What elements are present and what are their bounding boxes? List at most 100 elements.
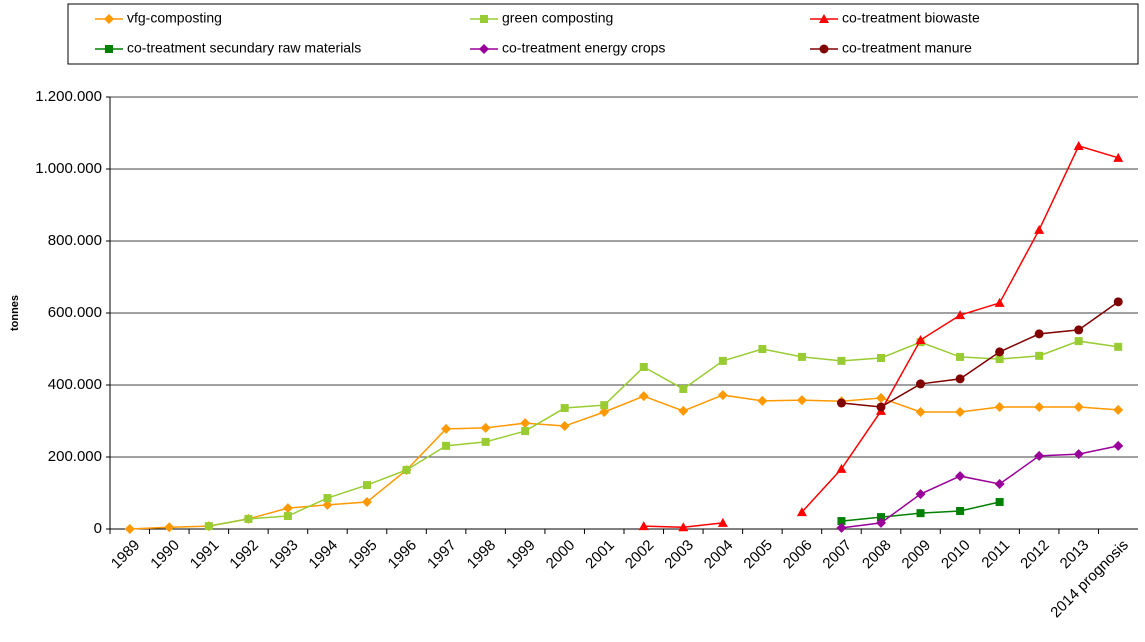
data-point xyxy=(916,509,925,518)
data-point xyxy=(1034,401,1045,412)
x-tick-label: 2004 xyxy=(701,537,737,573)
data-point xyxy=(1074,337,1083,346)
data-point xyxy=(1073,449,1084,460)
data-point xyxy=(638,391,649,402)
data-point xyxy=(994,479,1005,489)
legend-label: co-treatment secundary raw materials xyxy=(127,40,361,56)
data-point xyxy=(916,379,926,389)
data-point xyxy=(679,384,688,393)
data-point xyxy=(480,422,491,433)
x-tick-label: 1992 xyxy=(226,537,262,573)
x-tick-label: 1998 xyxy=(464,537,500,573)
data-point xyxy=(915,407,926,417)
legend-marker xyxy=(819,44,829,54)
x-tick-label: 1994 xyxy=(305,537,341,573)
series-line xyxy=(841,301,1119,408)
data-point xyxy=(1074,325,1084,335)
y-tick-label: 1.000.000 xyxy=(35,160,102,177)
data-point xyxy=(1073,401,1084,412)
data-point xyxy=(442,441,451,450)
y-tick-label: 1.200.000 xyxy=(35,88,102,105)
legend-box xyxy=(67,3,1139,65)
legend-label: vfg-composting xyxy=(127,10,222,26)
x-tick-label: 1996 xyxy=(385,537,421,573)
x-tick-label: 2012 xyxy=(1017,537,1053,573)
legend-marker xyxy=(104,14,114,24)
x-tick-label: 1989 xyxy=(108,537,144,573)
data-point xyxy=(955,471,966,482)
data-point xyxy=(363,481,371,490)
y-tick-label: 400.000 xyxy=(48,376,102,393)
data-point xyxy=(796,507,807,517)
data-point xyxy=(282,503,293,514)
data-point xyxy=(521,427,530,436)
data-point xyxy=(599,407,610,417)
data-point xyxy=(1034,224,1045,234)
series-line xyxy=(841,445,1119,529)
series-line xyxy=(208,340,1119,527)
x-tick-label: 2006 xyxy=(780,537,816,573)
data-point xyxy=(955,407,966,417)
data-point xyxy=(876,517,886,528)
x-tick-label: 2001 xyxy=(582,537,618,573)
data-point xyxy=(995,347,1005,357)
x-tick-label: 2013 xyxy=(1057,537,1093,573)
x-tick-label: 2008 xyxy=(859,537,895,573)
data-point xyxy=(1113,404,1124,415)
legend-marker xyxy=(819,14,829,23)
data-point xyxy=(481,437,490,446)
legend-marker xyxy=(105,45,113,53)
data-point xyxy=(362,497,372,507)
y-tick-label: 800.000 xyxy=(48,232,102,249)
series-line xyxy=(643,145,1119,528)
data-point xyxy=(638,521,649,531)
data-point xyxy=(876,402,886,412)
x-tick-label: 2002 xyxy=(622,537,658,573)
data-point xyxy=(600,401,609,410)
data-point xyxy=(915,489,926,500)
data-point xyxy=(322,499,333,510)
data-point xyxy=(797,352,806,361)
data-point xyxy=(995,498,1004,506)
data-point xyxy=(995,355,1004,364)
data-point xyxy=(757,395,768,406)
data-point xyxy=(1113,152,1124,162)
data-point xyxy=(402,465,411,474)
data-point xyxy=(876,392,886,403)
x-tick-label: 2007 xyxy=(819,537,855,573)
x-tick-label: 2009 xyxy=(899,537,935,573)
y-tick-label: 200.000 xyxy=(48,448,102,465)
data-point xyxy=(956,352,965,361)
data-point xyxy=(520,418,531,429)
data-point xyxy=(124,524,135,534)
x-tick-label: 1995 xyxy=(345,537,381,573)
data-point xyxy=(283,512,292,521)
data-point xyxy=(204,522,213,531)
data-point xyxy=(837,356,846,365)
data-point xyxy=(796,395,807,406)
x-tick-label: 2011 xyxy=(978,537,1013,572)
x-tick-label: 1990 xyxy=(147,537,183,573)
x-tick-label: 1999 xyxy=(503,537,539,573)
data-point xyxy=(836,522,847,533)
x-tick-label: 2010 xyxy=(938,537,974,573)
data-point xyxy=(560,404,569,413)
data-point xyxy=(678,522,689,532)
data-point xyxy=(1113,440,1124,451)
data-point xyxy=(1034,450,1045,461)
data-point xyxy=(758,345,767,353)
data-point xyxy=(994,297,1005,307)
legend-label: co-treatment energy crops xyxy=(502,40,665,56)
data-point xyxy=(1034,329,1044,339)
x-tick-label: 2003 xyxy=(661,537,697,573)
legend-marker xyxy=(480,15,488,23)
x-tick-label: 2005 xyxy=(740,537,776,573)
data-point xyxy=(678,405,689,416)
legend-label: green composting xyxy=(502,10,613,26)
data-point xyxy=(244,514,253,523)
x-tick-label: 1991 xyxy=(187,537,223,573)
data-point xyxy=(1035,351,1044,360)
data-point xyxy=(639,363,648,371)
y-tick-label: 0 xyxy=(94,520,102,537)
